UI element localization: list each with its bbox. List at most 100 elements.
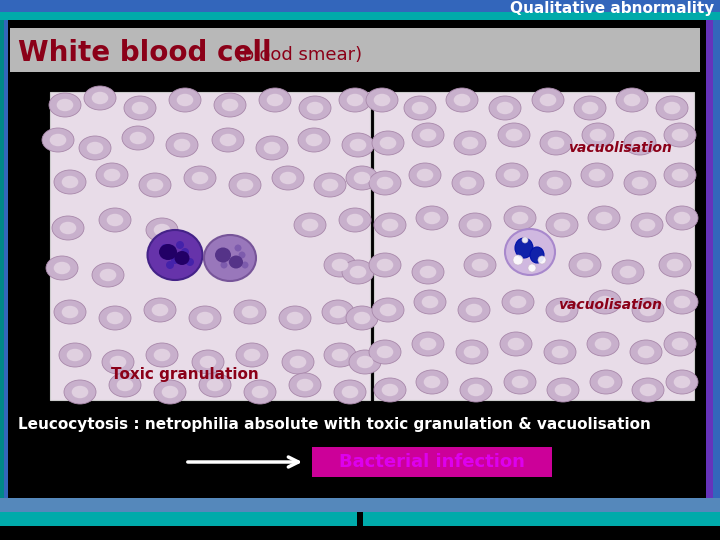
Ellipse shape	[289, 356, 306, 368]
Ellipse shape	[374, 94, 390, 106]
Ellipse shape	[569, 253, 601, 277]
Ellipse shape	[122, 126, 154, 150]
Circle shape	[218, 248, 225, 255]
Ellipse shape	[467, 219, 483, 231]
Ellipse shape	[466, 304, 482, 316]
Ellipse shape	[242, 306, 258, 318]
Ellipse shape	[109, 373, 141, 397]
Ellipse shape	[102, 350, 134, 374]
Ellipse shape	[96, 163, 128, 187]
Bar	[0, 20, 4, 498]
Ellipse shape	[456, 340, 488, 364]
Ellipse shape	[588, 206, 620, 230]
Ellipse shape	[612, 260, 644, 284]
Text: (blood smear): (blood smear)	[230, 46, 362, 64]
Ellipse shape	[674, 212, 690, 224]
Ellipse shape	[417, 169, 433, 181]
Ellipse shape	[350, 139, 366, 151]
Ellipse shape	[589, 290, 621, 314]
Ellipse shape	[666, 290, 698, 314]
Ellipse shape	[298, 128, 330, 152]
Ellipse shape	[349, 350, 381, 374]
Ellipse shape	[659, 253, 691, 277]
Ellipse shape	[174, 251, 189, 265]
Ellipse shape	[631, 177, 648, 189]
Ellipse shape	[598, 376, 614, 388]
Ellipse shape	[547, 378, 579, 402]
Circle shape	[522, 237, 528, 243]
Ellipse shape	[339, 208, 371, 232]
Ellipse shape	[192, 350, 224, 374]
Ellipse shape	[169, 88, 201, 112]
Ellipse shape	[297, 379, 313, 392]
Text: White blood cell: White blood cell	[18, 39, 271, 67]
Ellipse shape	[243, 349, 261, 361]
Ellipse shape	[104, 169, 120, 181]
Ellipse shape	[674, 296, 690, 308]
Ellipse shape	[577, 259, 593, 271]
Ellipse shape	[322, 179, 338, 191]
Ellipse shape	[540, 131, 572, 155]
Ellipse shape	[379, 304, 396, 316]
Ellipse shape	[215, 247, 231, 262]
Ellipse shape	[460, 378, 492, 402]
Ellipse shape	[342, 260, 374, 284]
Ellipse shape	[532, 88, 564, 112]
Ellipse shape	[189, 306, 221, 330]
Ellipse shape	[546, 298, 578, 322]
Ellipse shape	[552, 346, 568, 358]
Ellipse shape	[624, 94, 640, 106]
Bar	[357, 512, 363, 526]
Ellipse shape	[107, 214, 123, 226]
Ellipse shape	[282, 350, 314, 374]
Ellipse shape	[414, 290, 446, 314]
Ellipse shape	[416, 370, 448, 394]
Ellipse shape	[582, 102, 598, 114]
Ellipse shape	[412, 260, 444, 284]
Ellipse shape	[279, 172, 297, 184]
Ellipse shape	[639, 384, 657, 396]
Ellipse shape	[597, 296, 613, 308]
Ellipse shape	[512, 212, 528, 224]
Circle shape	[186, 258, 194, 266]
Ellipse shape	[212, 128, 244, 152]
Ellipse shape	[374, 378, 406, 402]
Ellipse shape	[664, 163, 696, 187]
Bar	[4, 20, 8, 498]
Ellipse shape	[515, 238, 533, 258]
Ellipse shape	[42, 128, 74, 152]
Ellipse shape	[52, 216, 84, 240]
Ellipse shape	[590, 370, 622, 394]
Ellipse shape	[639, 219, 655, 231]
Ellipse shape	[54, 300, 86, 324]
Ellipse shape	[222, 99, 238, 111]
Ellipse shape	[152, 304, 168, 316]
Ellipse shape	[667, 259, 683, 271]
Ellipse shape	[420, 266, 436, 278]
Bar	[713, 20, 720, 498]
Ellipse shape	[302, 219, 318, 231]
Ellipse shape	[639, 304, 657, 316]
Ellipse shape	[666, 370, 698, 394]
Ellipse shape	[307, 102, 323, 114]
Ellipse shape	[153, 224, 171, 236]
Ellipse shape	[404, 96, 436, 120]
Ellipse shape	[49, 93, 81, 117]
Ellipse shape	[229, 255, 243, 268]
Text: Leucocytosis : netrophilia absolute with toxic granulation & vacuolisation: Leucocytosis : netrophilia absolute with…	[18, 417, 651, 433]
Ellipse shape	[207, 379, 223, 392]
Ellipse shape	[148, 230, 202, 280]
Bar	[706, 20, 713, 498]
Ellipse shape	[153, 349, 171, 361]
Ellipse shape	[91, 92, 108, 104]
Ellipse shape	[252, 386, 269, 398]
Ellipse shape	[500, 332, 532, 356]
Ellipse shape	[154, 380, 186, 404]
Ellipse shape	[299, 96, 331, 120]
Circle shape	[181, 248, 189, 256]
Ellipse shape	[354, 172, 370, 184]
Ellipse shape	[199, 356, 216, 368]
Ellipse shape	[346, 306, 378, 330]
Ellipse shape	[505, 129, 522, 141]
Bar	[312, 447, 552, 477]
